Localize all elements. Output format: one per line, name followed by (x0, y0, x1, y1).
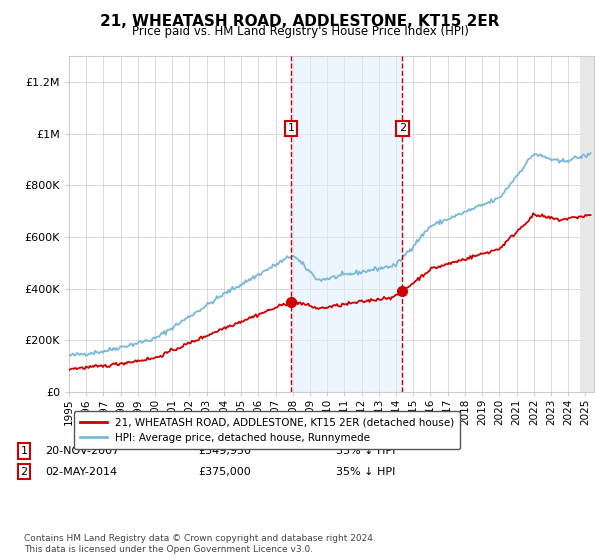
Text: £375,000: £375,000 (198, 466, 251, 477)
Text: 2: 2 (20, 466, 28, 477)
Text: Price paid vs. HM Land Registry's House Price Index (HPI): Price paid vs. HM Land Registry's House … (131, 25, 469, 38)
Text: 02-MAY-2014: 02-MAY-2014 (45, 466, 117, 477)
Bar (291, 56, 403, 392)
Text: £349,950: £349,950 (198, 446, 251, 456)
Legend: 21, WHEATASH ROAD, ADDLESTONE, KT15 2ER (detached house), HPI: Average price, de: 21, WHEATASH ROAD, ADDLESTONE, KT15 2ER … (74, 411, 460, 449)
Text: Contains HM Land Registry data © Crown copyright and database right 2024.
This d: Contains HM Land Registry data © Crown c… (24, 534, 376, 554)
Text: 33% ↓ HPI: 33% ↓ HPI (336, 446, 395, 456)
Bar (580, 56, 594, 392)
Text: 35% ↓ HPI: 35% ↓ HPI (336, 466, 395, 477)
Text: 1: 1 (287, 123, 295, 133)
Text: 21, WHEATASH ROAD, ADDLESTONE, KT15 2ER: 21, WHEATASH ROAD, ADDLESTONE, KT15 2ER (100, 14, 500, 29)
Text: 1: 1 (20, 446, 28, 456)
Text: 20-NOV-2007: 20-NOV-2007 (45, 446, 119, 456)
Text: 2: 2 (399, 123, 406, 133)
